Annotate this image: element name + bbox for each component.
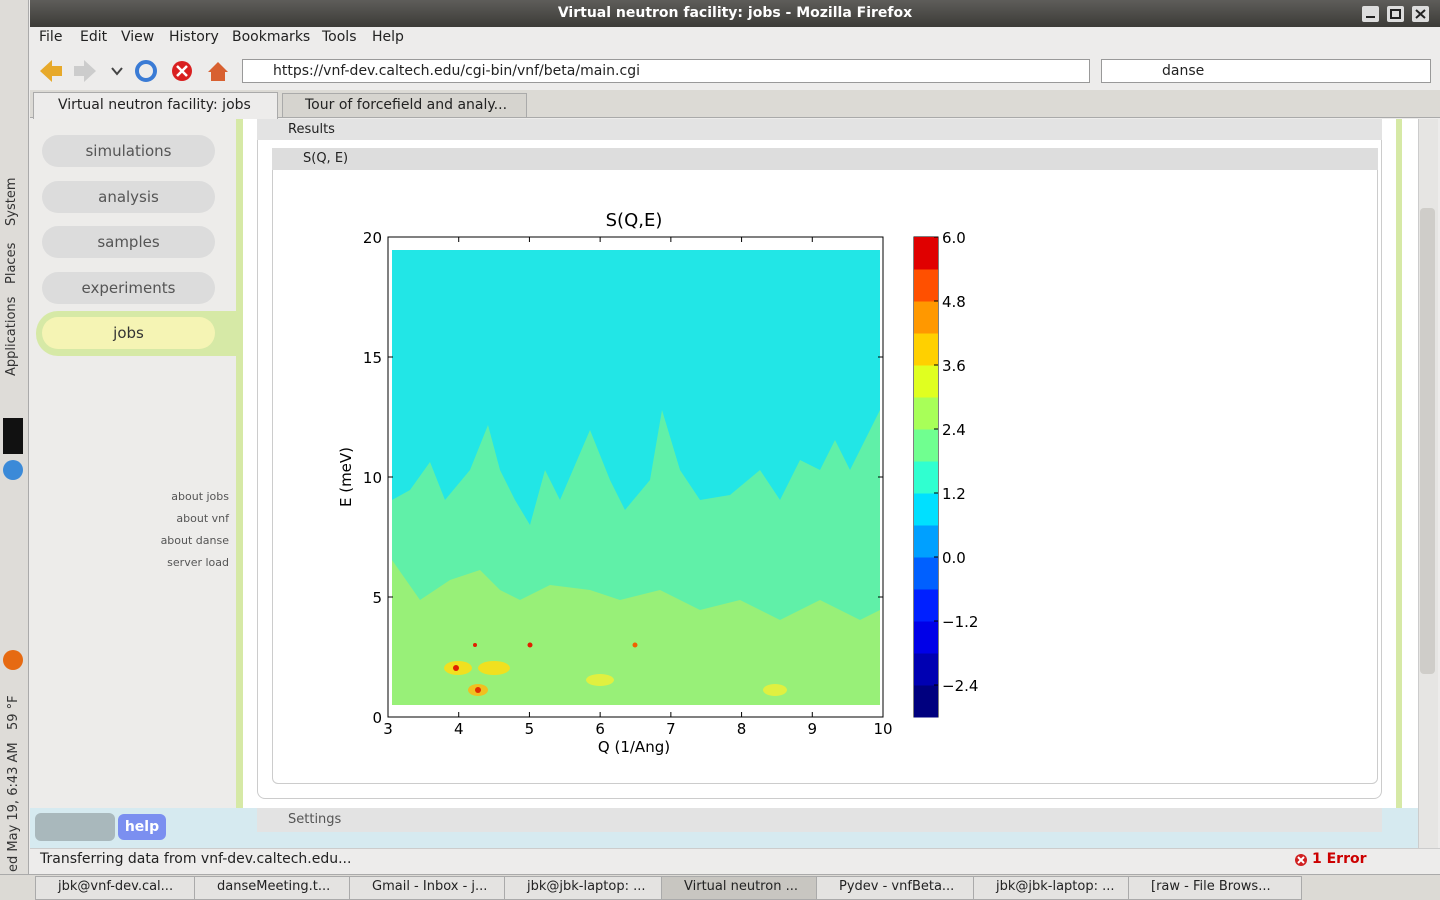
colorbar-tick-label: 3.6 xyxy=(942,357,966,375)
colorbar-band xyxy=(914,653,938,686)
error-icon xyxy=(1295,854,1307,866)
y-tick-label: 10 xyxy=(363,469,382,487)
colorbar-band xyxy=(914,237,938,270)
weather: 59 °F xyxy=(6,695,21,730)
colorbar-band xyxy=(914,365,938,398)
x-tick-label: 4 xyxy=(454,720,464,738)
y-tick-label: 15 xyxy=(363,349,382,367)
nav-button[interactable]: analysis xyxy=(42,181,215,213)
colorbar-band xyxy=(914,397,938,430)
status-bar xyxy=(30,848,1440,874)
tab[interactable]: Virtual neutron facility: jobs xyxy=(33,92,278,119)
x-tick-label: 8 xyxy=(737,720,747,738)
colorbar-band xyxy=(914,429,938,462)
colorbar-tick-label: −1.2 xyxy=(942,613,978,631)
x-tick-label: 7 xyxy=(666,720,676,738)
sidebar-edge xyxy=(236,119,243,848)
task-button[interactable]: Gmail - Inbox - j... xyxy=(349,876,521,900)
x-axis-label: Q (1/Ang) xyxy=(598,738,670,756)
nav-button[interactable]: simulations xyxy=(42,135,215,167)
side-link[interactable]: about danse xyxy=(160,534,229,547)
colorbar-tick-label: −2.4 xyxy=(942,677,978,695)
colorbar-tick-label: 6.0 xyxy=(942,229,966,247)
colorbar-band xyxy=(914,269,938,302)
panel-menu[interactable]: Applications xyxy=(4,296,19,376)
nav-button[interactable]: samples xyxy=(42,226,215,258)
vnf-logo xyxy=(35,813,115,841)
colorbar-band xyxy=(914,301,938,334)
nav-button[interactable]: jobs xyxy=(42,317,215,349)
side-link[interactable]: about jobs xyxy=(171,490,229,503)
panel-icon[interactable] xyxy=(3,460,23,480)
x-tick-label: 5 xyxy=(525,720,535,738)
panel-menu[interactable]: Places xyxy=(4,242,19,284)
task-button[interactable]: [raw - File Brows... xyxy=(1128,876,1302,900)
menu-item[interactable]: View xyxy=(121,29,155,45)
nav-buttons[interactable] xyxy=(36,56,236,86)
side-link[interactable]: about vnf xyxy=(176,512,229,525)
x-tick-label: 9 xyxy=(808,720,818,738)
colorbar-band xyxy=(914,621,938,654)
x-tick-label: 3 xyxy=(383,720,393,738)
menu-item[interactable]: Bookmarks xyxy=(232,29,311,45)
scroll-thumb[interactable] xyxy=(1420,208,1435,674)
chart-title: S(Q,E) xyxy=(606,210,663,231)
panel-header[interactable]: Settings xyxy=(257,808,1382,832)
colorbar-band xyxy=(914,461,938,494)
task-button[interactable]: Pydev - vnfBeta... xyxy=(816,876,990,900)
status-text: Transferring data from vnf-dev.caltech.e… xyxy=(40,851,352,867)
panel-header[interactable]: Results xyxy=(257,119,1382,140)
y-tick-label: 0 xyxy=(372,709,382,727)
task-button[interactable]: Virtual neutron ... xyxy=(661,876,833,900)
panel-icon[interactable] xyxy=(3,418,23,454)
menu-item[interactable]: Tools xyxy=(322,29,357,45)
task-button[interactable]: jbk@vnf-dev.cal... xyxy=(35,876,211,900)
y-axis-label: E (meV) xyxy=(337,447,355,507)
y-tick-label: 5 xyxy=(372,589,382,607)
colorbar-tick-label: 2.4 xyxy=(942,421,966,439)
y-tick-label: 20 xyxy=(363,229,382,247)
menu-item[interactable]: Help xyxy=(372,29,404,45)
nav-button[interactable]: experiments xyxy=(42,272,215,304)
panel-header[interactable]: S(Q, E) xyxy=(272,148,1378,170)
menu-item[interactable]: Edit xyxy=(80,29,108,45)
colorbar-tick-label: 4.8 xyxy=(942,293,966,311)
content-edge xyxy=(1396,119,1402,848)
help-button[interactable]: help xyxy=(118,814,166,840)
side-link[interactable]: server load xyxy=(167,556,229,569)
contour-field xyxy=(392,560,880,705)
colorbar-tick-label: 0.0 xyxy=(942,549,966,567)
menu-item[interactable]: File xyxy=(39,29,63,45)
colorbar-band xyxy=(914,493,938,526)
search-box[interactable]: danse xyxy=(1101,59,1431,83)
task-button[interactable]: danseMeeting.t... xyxy=(194,876,366,900)
x-tick-label: 10 xyxy=(873,720,892,738)
task-button[interactable]: jbk@jbk-laptop: ... xyxy=(504,876,678,900)
colorbar-tick-label: 1.2 xyxy=(942,485,966,503)
x-tick-label: 6 xyxy=(595,720,605,738)
window-controls[interactable] xyxy=(1360,5,1436,23)
contour-chart: S(Q,E) Q (1/Ang) E (meV) 3 4 5 6 7 8 9 10 0 5 10 15… xyxy=(337,210,978,756)
tab[interactable]: Tour of forcefield and analy... xyxy=(282,93,527,118)
colorbar-band xyxy=(914,525,938,558)
panel-icon[interactable] xyxy=(3,650,23,670)
url-bar[interactable]: https://vnf-dev.caltech.edu/cgi-bin/vnf/… xyxy=(242,59,1090,83)
window-title: Virtual neutron facility: jobs - Mozilla… xyxy=(30,0,1440,27)
colorbar-band xyxy=(914,685,938,718)
menu-bar xyxy=(30,27,1440,51)
clock: ed May 19, 6:43 AM xyxy=(6,742,21,872)
colorbar-band xyxy=(914,333,938,366)
colorbar-band xyxy=(914,557,938,590)
panel-menu[interactable]: System xyxy=(4,177,19,226)
menu-item[interactable]: History xyxy=(169,29,219,45)
task-button[interactable]: jbk@jbk-laptop: ... xyxy=(973,876,1145,900)
colorbar-band xyxy=(914,589,938,622)
error-count[interactable]: 1 Error xyxy=(1312,851,1367,867)
